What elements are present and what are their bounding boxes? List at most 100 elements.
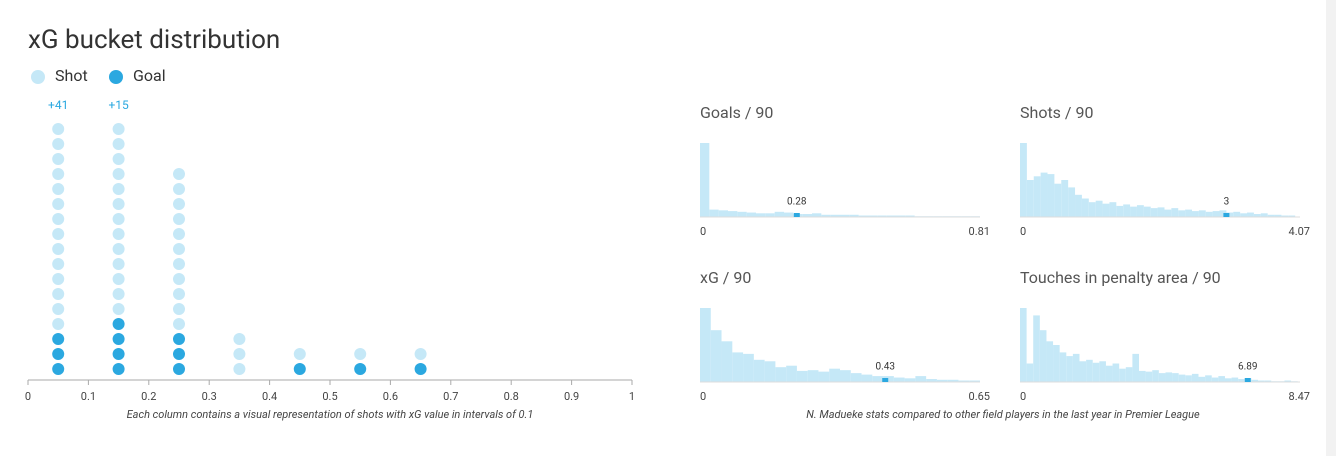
goal-dot	[52, 333, 65, 345]
shot-dot	[112, 123, 125, 135]
panel-title: Shots / 90	[1020, 103, 1093, 122]
hist-bar	[1020, 308, 1027, 382]
hist-bar	[849, 214, 859, 217]
hist-bar	[1274, 214, 1282, 217]
hist-bar	[1116, 205, 1124, 217]
hist-bar	[802, 214, 812, 217]
hist-bar	[756, 213, 766, 217]
shot-dot	[52, 288, 65, 300]
shot-dot	[112, 168, 125, 180]
goal-dot	[414, 363, 427, 375]
shot-dot	[112, 213, 125, 225]
x-tick-label: 8.47	[1289, 390, 1310, 403]
hist-bar	[1132, 353, 1140, 382]
x-tick-label: 4.07	[1289, 225, 1310, 238]
shot-dot	[354, 348, 367, 360]
shot-dot	[173, 258, 185, 270]
hist-bar	[1054, 183, 1062, 217]
hist-bar	[812, 213, 822, 217]
hist-bar	[1099, 361, 1106, 382]
hist-bar	[1231, 377, 1239, 382]
x-tick-label: 0.2	[141, 390, 156, 403]
hist-bar	[1178, 210, 1186, 217]
hist-bar	[1205, 375, 1212, 382]
hist-bar	[1281, 215, 1289, 217]
hist-bar	[1165, 372, 1173, 382]
panel-title: xG / 90	[700, 268, 751, 287]
hist-bar	[1046, 341, 1054, 382]
shot-dot	[173, 168, 185, 180]
panel-note: N. Madueke stats compared to other field…	[806, 408, 1200, 421]
hist-bar	[1102, 203, 1110, 217]
overflow-label: +41	[48, 98, 68, 112]
hist-bar	[905, 215, 915, 217]
shot-dot	[112, 153, 125, 165]
hist-bar	[915, 376, 927, 382]
hist-bar	[1240, 213, 1248, 217]
shot-dot	[112, 288, 125, 300]
hist-bar	[1081, 198, 1089, 217]
marker-label: 6.89	[1238, 362, 1258, 373]
hist-bar	[1066, 356, 1073, 382]
goal-dot	[112, 318, 125, 330]
hist-bar	[796, 370, 808, 382]
hist-bar	[1059, 352, 1067, 382]
shot-dot	[52, 243, 65, 255]
hist-bar	[1171, 208, 1179, 217]
hist-bar	[1079, 361, 1087, 382]
shot-dot	[173, 243, 185, 255]
hist-bar	[893, 377, 905, 382]
goal-dot	[293, 363, 306, 375]
hist-bar	[1218, 376, 1225, 382]
legend-marker	[109, 70, 123, 84]
shot-dot	[112, 198, 125, 210]
hist-bar	[1145, 371, 1153, 382]
hist-bar	[1205, 211, 1213, 217]
x-tick-label: 0.65	[969, 390, 990, 403]
hist-bar	[775, 367, 787, 382]
hist-bar	[947, 379, 959, 382]
hist-bar	[1264, 380, 1272, 382]
hist-bar	[1088, 202, 1096, 217]
shot-dot	[52, 153, 65, 165]
hist-bar	[840, 214, 850, 217]
scrollbar	[1326, 0, 1336, 456]
hist-bar	[1123, 204, 1131, 217]
hist-bar	[1284, 380, 1292, 382]
hist-bar	[718, 210, 728, 217]
x-tick-label: 0.7	[443, 390, 458, 403]
goal-dot	[173, 333, 185, 345]
hist-bar	[728, 211, 738, 217]
hist-bar	[830, 214, 840, 217]
hist-bar	[746, 212, 756, 217]
marker-label: 0.28	[787, 197, 807, 208]
hist-bar	[1143, 206, 1151, 217]
x-tick-label: 0.3	[202, 390, 217, 403]
hist-bar	[1152, 370, 1159, 382]
goal-dot	[52, 348, 65, 360]
hist-bar	[1233, 211, 1241, 217]
legend-label: Goal	[133, 66, 166, 85]
shot-dot	[52, 198, 65, 210]
hist-bar	[858, 215, 868, 217]
hist-bar	[1157, 207, 1165, 217]
hist-bar	[700, 308, 711, 382]
hist-bar	[1095, 200, 1103, 217]
shot-dot	[52, 213, 65, 225]
shot-dot	[233, 333, 246, 345]
player-marker	[1244, 378, 1251, 382]
shot-dot	[173, 228, 185, 240]
player-marker	[793, 213, 800, 217]
hist-bar	[1075, 194, 1082, 217]
hist-bar	[1267, 214, 1275, 217]
overflow-label: +15	[108, 98, 129, 112]
x-tick-label: 0.81	[969, 225, 990, 238]
goal-dot	[354, 363, 367, 375]
shot-dot	[112, 243, 125, 255]
hist-bar	[886, 215, 896, 217]
hist-bar	[1033, 315, 1040, 382]
x-tick-label: 0.8	[504, 390, 519, 403]
hist-bar	[1247, 212, 1254, 217]
hist-bar	[1253, 214, 1261, 217]
hist-bar	[829, 368, 840, 382]
